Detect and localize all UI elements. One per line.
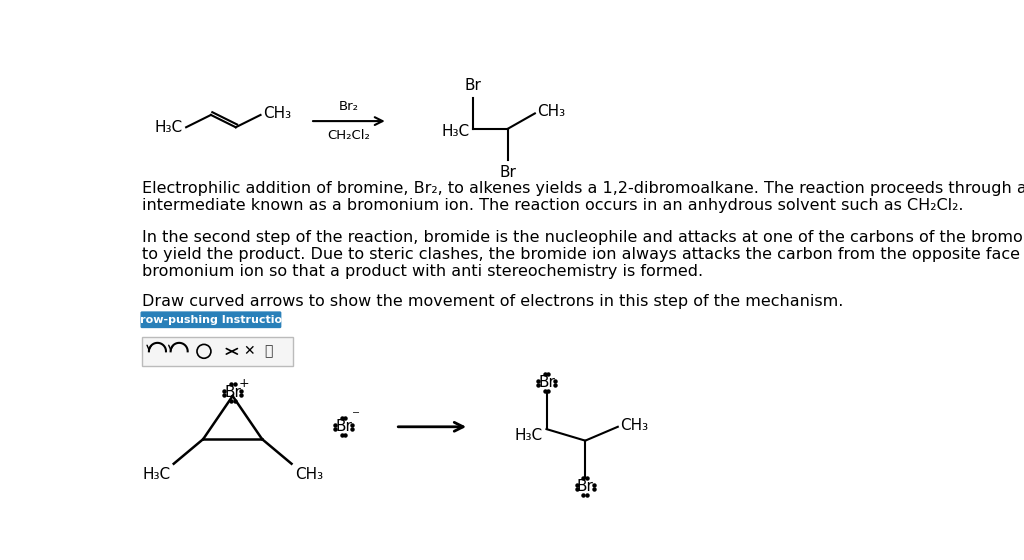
Text: Br: Br [465, 78, 481, 92]
Text: Br₂: Br₂ [339, 100, 358, 113]
Text: Br: Br [538, 375, 555, 390]
Text: CH₂Cl₂: CH₂Cl₂ [328, 129, 371, 142]
FancyBboxPatch shape [142, 337, 293, 366]
Text: Arrow-pushing Instructions: Arrow-pushing Instructions [126, 315, 296, 325]
Text: CH₃: CH₃ [295, 467, 323, 482]
Text: CH₃: CH₃ [263, 106, 292, 121]
Text: ✕: ✕ [243, 344, 255, 358]
Text: intermediate known as a bromonium ion. The reaction occurs in an anhydrous solve: intermediate known as a bromonium ion. T… [142, 198, 964, 213]
Text: H₃C: H₃C [514, 428, 543, 443]
Text: +: + [239, 377, 249, 390]
Text: Draw curved arrows to show the movement of electrons in this step of the mechani: Draw curved arrows to show the movement … [142, 295, 844, 309]
Text: ⁻: ⁻ [352, 408, 359, 423]
Text: Electrophilic addition of bromine, Br₂, to alkenes yields a 1,2-dibromoalkane. T: Electrophilic addition of bromine, Br₂, … [142, 181, 1024, 196]
Text: H₃C: H₃C [142, 467, 171, 482]
Text: In the second step of the reaction, bromide is the nucleophile and attacks at on: In the second step of the reaction, brom… [142, 231, 1024, 245]
Text: Br: Br [577, 479, 594, 494]
Text: to yield the product. Due to steric clashes, the bromide ion always attacks the : to yield the product. Due to steric clas… [142, 248, 1024, 263]
Text: CH₃: CH₃ [538, 104, 565, 119]
Text: Br: Br [500, 165, 516, 180]
Text: H₃C: H₃C [155, 120, 183, 135]
Text: Br: Br [335, 419, 352, 435]
Text: Br: Br [224, 385, 241, 400]
Text: CH₃: CH₃ [621, 418, 648, 433]
Text: bromonium ion so that a product with anti stereochemistry is formed.: bromonium ion so that a product with ant… [142, 264, 703, 279]
Text: 🗑: 🗑 [264, 344, 272, 358]
Text: H₃C: H₃C [441, 124, 470, 139]
FancyBboxPatch shape [141, 312, 281, 328]
